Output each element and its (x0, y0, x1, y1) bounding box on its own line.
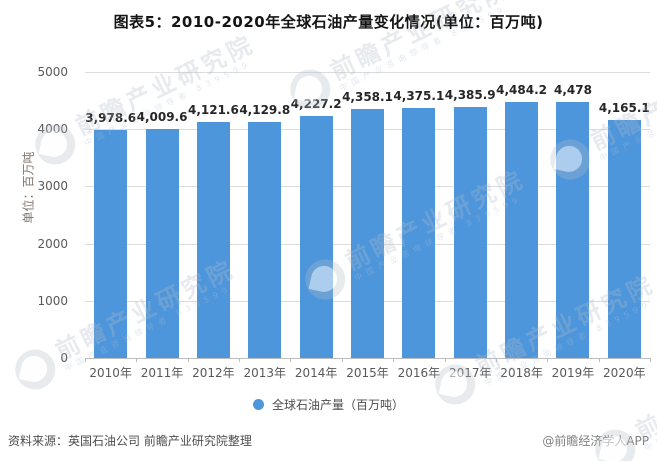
bar-2010年 (94, 130, 128, 358)
bar-value-label: 4,227.2 (290, 97, 342, 112)
x-tick-label: 2010年 (89, 366, 132, 380)
legend-label: 全球石油产量（百万吨） (271, 398, 404, 412)
y-tick-label: 5000 (37, 65, 68, 79)
x-tick-label: 2011年 (140, 366, 184, 380)
x-tick-label: 2016年 (397, 366, 441, 380)
y-tick-label: 1000 (37, 293, 68, 308)
bar-2019年 (556, 101, 590, 358)
bar-value-label: 4,358.1 (342, 89, 393, 104)
x-axis-tick (444, 358, 446, 362)
bar-value-label: 4,478 (553, 82, 592, 97)
bar-2018年 (505, 101, 539, 358)
x-axis-tick (290, 358, 292, 362)
bar-value-label: 3,978.6 (85, 111, 137, 126)
bar-2015年 (351, 108, 384, 358)
y-tick-label: 2000 (37, 236, 68, 251)
x-axis-tick (239, 358, 241, 362)
x-axis-tick (136, 358, 138, 362)
bar-value-label: 4,385.9 (444, 88, 496, 103)
x-axis-tick (85, 358, 86, 362)
bar-value-label: 4,484.2 (496, 82, 548, 97)
x-axis-tick (547, 358, 549, 362)
y-tick-label: 4000 (37, 122, 68, 137)
plot-area: 0 1000 2000 3000 4000 5000 3,978.6 2010年 4,009.6… (37, 65, 651, 380)
bar-2016年 (402, 107, 436, 358)
x-tick-label: 2013年 (243, 366, 287, 380)
x-axis-tick (187, 358, 189, 362)
bar-value-label: 4,375.1 (393, 88, 445, 103)
x-tick-label: 2018年 (500, 366, 543, 380)
x-tick-label: 2020年 (603, 366, 646, 380)
gridline (85, 72, 650, 73)
bar-2011年 (145, 128, 179, 358)
bar-value-label: 4,165.1 (598, 100, 650, 115)
x-axis-tick (393, 358, 395, 362)
x-tick-label: 2019年 (551, 366, 595, 380)
bar-value-label: 4,129.8 (239, 102, 291, 117)
x-axis-tick (650, 358, 651, 362)
bar-value-label: 4,009.6 (136, 109, 188, 124)
source-note: 资料来源：英国石油公司 前瞻产业研究院整理 (8, 434, 252, 448)
chart-title: 图表5：2010-2020年全球石油产量变化情况(单位：百万吨) (113, 13, 544, 31)
bar-2020年 (607, 119, 641, 358)
x-tick-label: 2012年 (192, 366, 235, 380)
legend-marker-icon (252, 399, 264, 410)
bar-2014年 (299, 116, 333, 358)
x-axis-tick (598, 358, 600, 362)
bar-value-label: 4,121.6 (187, 103, 239, 118)
x-axis-line (85, 358, 650, 359)
bar-2013年 (248, 121, 282, 358)
x-tick-label: 2014年 (294, 366, 338, 380)
credit-note: @前瞻经济学人APP (542, 434, 649, 448)
bar-2017年 (453, 107, 487, 358)
y-tick-label: 0 (60, 351, 68, 365)
legend: 全球石油产量（百万吨） (0, 396, 657, 413)
x-axis-tick (495, 358, 497, 362)
x-tick-label: 2015年 (346, 366, 389, 380)
y-tick-label: 3000 (37, 179, 68, 194)
x-axis-tick (341, 358, 343, 362)
bar-2012年 (196, 122, 230, 358)
x-tick-label: 2017年 (448, 366, 492, 380)
